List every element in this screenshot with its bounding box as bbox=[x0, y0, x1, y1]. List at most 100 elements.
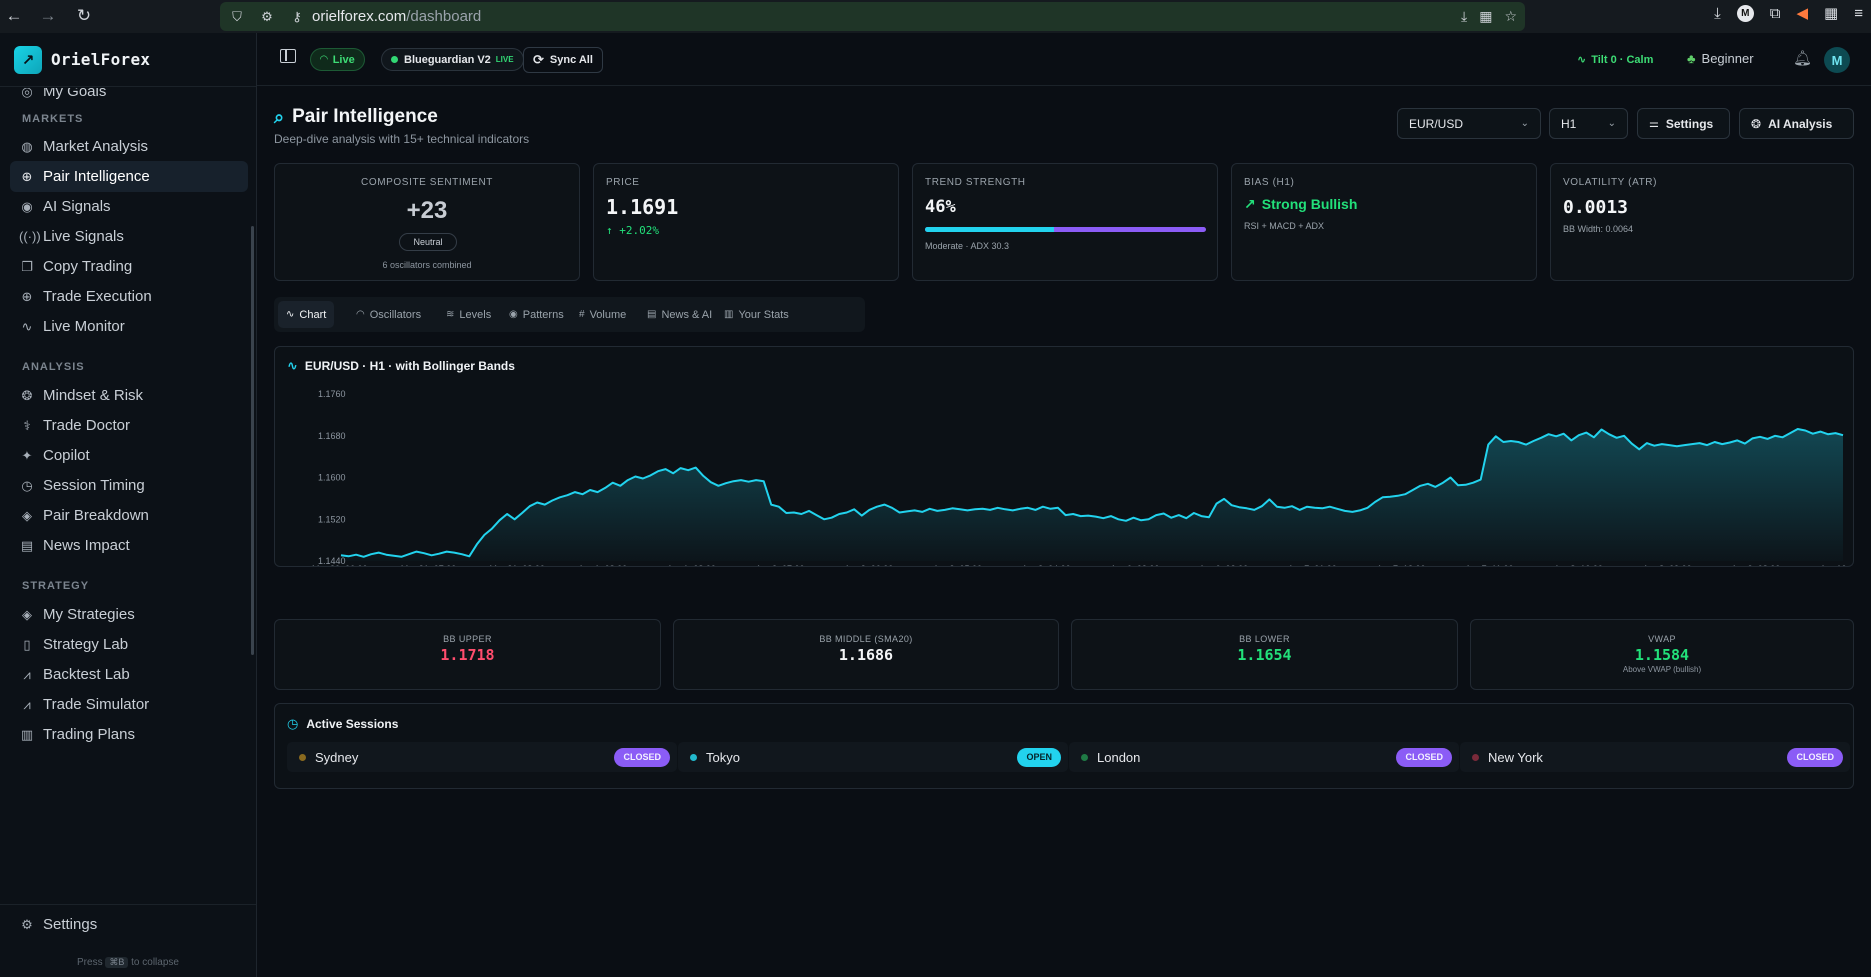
sprout-icon: ♣ bbox=[1687, 51, 1696, 66]
apps-icon[interactable]: ▦ bbox=[1824, 5, 1839, 22]
tab-volume[interactable]: # Volume bbox=[579, 308, 627, 321]
bell-icon[interactable]: 🔔︎ bbox=[1793, 50, 1813, 67]
sidebar-item-settings[interactable]: ⚙ Settings bbox=[10, 909, 248, 940]
line-chart-icon: ⩘ bbox=[23, 696, 31, 712]
bar-chart-icon: ▥ bbox=[724, 309, 734, 320]
sliders-icon: ⚌ bbox=[1649, 118, 1659, 130]
sidebar-item-my-goals[interactable]: ◎ My Goals bbox=[10, 88, 248, 107]
address-bar[interactable]: ⛉ ⚙ ⚷ orielforex.com/dashboard ⤓ ▦ ☆ bbox=[220, 2, 1525, 31]
top-header: ◠ Live Blueguardian V2 LIVE ⟳ Sync All ∿ Til… bbox=[257, 33, 1871, 86]
sidebar-item-ai-signals[interactable]: ◉ AI Signals bbox=[10, 191, 248, 222]
session-london[interactable]: London CLOSED bbox=[1069, 742, 1459, 772]
tab-chart[interactable]: ∿ Chart bbox=[278, 301, 335, 328]
sidebar-item-trade-simulator[interactable]: ⩘ Trade Simulator bbox=[10, 689, 248, 720]
target-icon: ◎ bbox=[21, 88, 33, 99]
media-icon[interactable]: ◀ bbox=[1796, 5, 1809, 22]
pair-select[interactable]: EUR/USD ⌄ bbox=[1397, 108, 1541, 139]
volatility-card: VOLATILITY (ATR) 0.0013 BB Width: 0.0064 bbox=[1550, 163, 1854, 281]
sidebar: ↗ OrielForex ◎ My Goals MARKETS ◍ Market A… bbox=[0, 33, 257, 977]
avatar[interactable]: M bbox=[1824, 47, 1850, 73]
x-tick-label: Apr 2, 07:00 a.m. bbox=[756, 564, 825, 566]
price-chart-card: ∿ EUR/USD · H1 · with Bollinger Bands 1.1… bbox=[274, 346, 1854, 567]
x-tick-label: Apr 6, 03:00 a.m. bbox=[1110, 564, 1179, 566]
sidebar-item-trade-doctor[interactable]: ⚕ Trade Doctor bbox=[10, 410, 248, 441]
profile-m-icon[interactable]: M bbox=[1736, 4, 1754, 22]
price-line bbox=[340, 428, 1844, 558]
sidebar-item-mindset-risk[interactable]: ❂ Mindset & Risk bbox=[10, 380, 248, 411]
back-arrow-icon[interactable]: ← bbox=[5, 6, 23, 25]
calendar-icon: ▤ bbox=[20, 537, 34, 553]
live-status-pill[interactable]: ◠ Live bbox=[310, 48, 365, 71]
sentiment-note: 6 oscillators combined bbox=[382, 260, 472, 270]
clipboard-icon: ▥ bbox=[20, 726, 34, 742]
price-value: 1.1691 bbox=[606, 195, 679, 219]
tilt-indicator[interactable]: ∿ Tilt 0 · Calm bbox=[1577, 54, 1654, 66]
sidebar-toggle-icon[interactable] bbox=[280, 49, 296, 63]
sidebar-scrollbar[interactable] bbox=[251, 226, 254, 655]
level-badge[interactable]: ♣ Beginner bbox=[1687, 51, 1754, 66]
sidebar-item-copilot[interactable]: ✦ Copilot bbox=[10, 440, 248, 471]
key-icon: ⚷ bbox=[292, 8, 302, 24]
sidebar-item-my-strategies[interactable]: ◈ My Strategies bbox=[10, 599, 248, 630]
ai-analysis-button[interactable]: ❂ AI Analysis bbox=[1739, 108, 1854, 139]
install-icon[interactable]: ⤓ bbox=[1461, 8, 1468, 24]
sidebar-item-strategy-lab[interactable]: ▯ Strategy Lab bbox=[10, 629, 248, 660]
browser-toolbar: ← → ↻ ⛉ ⚙ ⚷ orielforex.com/dashboard ⤓ ▦… bbox=[0, 0, 1871, 33]
brand[interactable]: ↗ OrielForex bbox=[0, 33, 256, 87]
status-badge: OPEN bbox=[1017, 747, 1061, 767]
timeframe-select[interactable]: H1 ⌄ bbox=[1549, 108, 1628, 139]
session-new-york[interactable]: New York CLOSED bbox=[1460, 742, 1850, 772]
sidebar-footer: ⚙ Settings bbox=[0, 904, 256, 977]
activity-icon: ∿ bbox=[21, 318, 33, 334]
sidebar-item-market-analysis[interactable]: ◍ Market Analysis bbox=[10, 131, 248, 162]
sidebar-item-live-signals[interactable]: ((·)) Live Signals bbox=[19, 228, 124, 245]
account-pill[interactable]: Blueguardian V2 LIVE bbox=[381, 48, 524, 71]
sidebar-item-trade-execution[interactable]: ⊕ Trade Execution bbox=[10, 281, 248, 312]
sidebar-item-live-monitor[interactable]: ∿ Live Monitor bbox=[10, 311, 248, 342]
hash-icon: # bbox=[579, 309, 585, 320]
tab-your-stats[interactable]: ▥ Your Stats bbox=[724, 308, 789, 321]
status-badge: CLOSED bbox=[614, 747, 670, 767]
reload-icon[interactable]: ↻ bbox=[76, 6, 92, 25]
bias-value: ↗ Strong Bullish bbox=[1244, 196, 1358, 212]
x-tick-label: Apr 1, 08:00 a.m. bbox=[578, 564, 647, 566]
star-icon[interactable]: ☆ bbox=[1504, 8, 1517, 24]
y-tick-label: 1.1440 bbox=[318, 556, 346, 566]
sidebar-item-news-impact[interactable]: ▤ News Impact bbox=[20, 537, 130, 554]
forward-arrow-icon[interactable]: → bbox=[39, 6, 57, 25]
newspaper-icon: ▤ bbox=[647, 309, 657, 320]
status-dot bbox=[391, 56, 398, 63]
tab-news-ai[interactable]: ▤ News & AI bbox=[647, 308, 713, 321]
sidebar-item-pair-breakdown[interactable]: ◈ Pair Breakdown bbox=[10, 500, 248, 531]
composite-sentiment-card: COMPOSITE SENTIMENT +23 Neutral 6 oscill… bbox=[274, 163, 580, 281]
download-icon[interactable]: ⤓ bbox=[1714, 4, 1721, 22]
sidebar-item-trading-plans[interactable]: ▥ Trading Plans bbox=[20, 726, 135, 743]
sidebar-item-copy-trading[interactable]: ❐ Copy Trading bbox=[10, 251, 248, 282]
extensions-icon[interactable]: ⧉ bbox=[1769, 4, 1781, 22]
price-chart[interactable]: 1.1760 1.1680 1.1600 1.1520 1.1440 Mar 30, 0… bbox=[275, 347, 1853, 566]
session-sydney[interactable]: Sydney CLOSED bbox=[287, 742, 677, 772]
clock-icon: ◷ bbox=[21, 477, 33, 493]
sidebar-item-pair-intelligence[interactable]: ⊕ Pair Intelligence bbox=[10, 161, 248, 192]
bias-note: RSI + MACD + ADX bbox=[1244, 221, 1325, 231]
menu-icon[interactable]: ≡ bbox=[1854, 4, 1863, 22]
settings-button[interactable]: ⚌ Settings bbox=[1637, 108, 1730, 139]
sidebar-nav: ◎ My Goals MARKETS ◍ Market Analysis ⊕ Pair… bbox=[0, 88, 255, 903]
grid-icon[interactable]: ▦ bbox=[1479, 8, 1493, 24]
sparkles-icon: ✦ bbox=[21, 447, 33, 463]
session-dot bbox=[299, 753, 306, 761]
tab-oscillators[interactable]: ◠ Oscillators bbox=[356, 308, 422, 321]
sidebar-item-backtest-lab[interactable]: ⩘ Backtest Lab bbox=[10, 659, 248, 690]
x-tick-label: Apr 7, 01:00 a.m. bbox=[1288, 564, 1357, 566]
trend-up-icon: ↗ bbox=[1244, 196, 1256, 212]
radar-icon: ◉ bbox=[21, 198, 33, 214]
sync-all-button[interactable]: ⟳ Sync All bbox=[523, 47, 603, 73]
sidebar-item-session-timing[interactable]: ◷ Session Timing bbox=[10, 470, 248, 501]
copy-icon: ❐ bbox=[21, 258, 33, 274]
tab-levels[interactable]: ≋ Levels bbox=[446, 308, 492, 321]
sessions-title: ◷ Active Sessions bbox=[287, 716, 399, 731]
site-settings-icon[interactable]: ⚙ bbox=[261, 8, 273, 24]
session-tokyo[interactable]: Tokyo OPEN bbox=[678, 742, 1068, 772]
tab-patterns[interactable]: ◉ Patterns bbox=[509, 308, 564, 321]
status-badge: CLOSED bbox=[1787, 747, 1843, 767]
